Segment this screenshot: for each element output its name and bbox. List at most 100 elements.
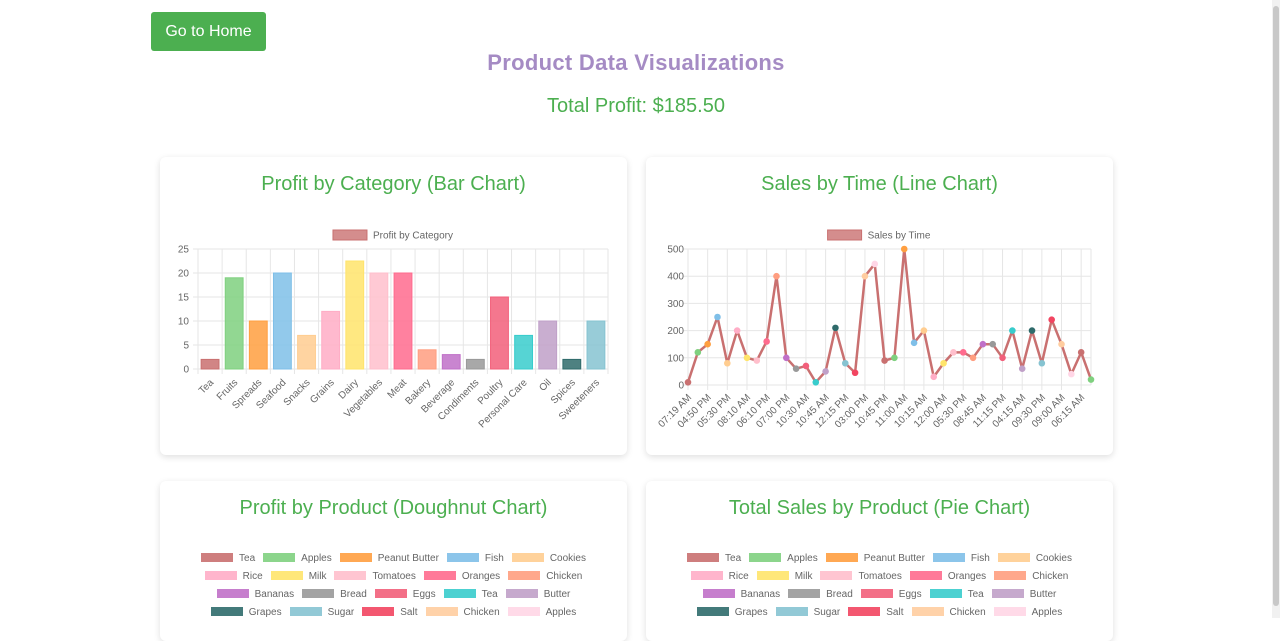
bar-grains (321, 310, 341, 370)
legend-label: Tomatoes (372, 571, 416, 582)
legend-item-cookies[interactable]: Cookies (997, 553, 1072, 564)
legend-item-rice[interactable]: Rice (690, 571, 749, 582)
sales-point (743, 354, 751, 362)
legend-item-bananas[interactable]: Bananas (216, 589, 295, 600)
go-to-home-button[interactable]: Go to Home (151, 12, 266, 51)
legend-item-sugar[interactable]: Sugar (289, 607, 354, 618)
doughnut-chart-card: Profit by Product (Doughnut Chart) Tea Ap… (160, 481, 627, 641)
legend-swatch (702, 589, 735, 598)
legend-label: Eggs (898, 589, 922, 600)
sales-point (881, 357, 888, 364)
legend-swatch (911, 607, 944, 616)
legend-item-milk[interactable]: Milk (756, 571, 812, 582)
sales-point (792, 365, 800, 372)
bar-snacks (297, 334, 316, 370)
legend-item-grapes[interactable]: Grapes (696, 607, 768, 618)
legend-item-chicken[interactable]: Chicken (994, 571, 1068, 582)
legend-item-chicken[interactable]: Chicken (911, 607, 986, 618)
legend-swatch (997, 553, 1030, 562)
bar-poultry (490, 296, 509, 370)
bar-vegetables (369, 272, 389, 370)
legend-item-tomatoes[interactable]: Tomatoes (334, 571, 416, 582)
legend-swatch (991, 589, 1024, 598)
legend-item-chicken[interactable]: Chicken (425, 607, 500, 618)
sales-point (1068, 370, 1075, 378)
legend-swatch (788, 589, 821, 598)
sales-point (900, 245, 908, 253)
bar-chart-card: Profit by Category (Bar Chart) Profit by… (160, 157, 627, 455)
legend-item-rice[interactable]: Rice (204, 571, 263, 582)
legend-item-peanut-butter[interactable]: Peanut Butter (825, 553, 925, 564)
legend-item-salt[interactable]: Salt (362, 607, 418, 618)
bar-sweeteners (586, 320, 606, 370)
legend-item-oranges[interactable]: Oranges (423, 571, 501, 582)
legend-item-apples[interactable]: Apples (749, 553, 818, 564)
legend-label: Cookies (549, 553, 586, 564)
legend-swatch (860, 589, 893, 598)
legend-item-tea[interactable]: Tea (201, 553, 255, 564)
legend-item-fish[interactable]: Fish (932, 553, 990, 564)
legend-label: Chicken (949, 607, 986, 618)
bar-chart-title: Profit by Category (Bar Chart) (261, 173, 526, 195)
scrollbar-thumb[interactable] (1273, 6, 1279, 606)
legend-item-eggs[interactable]: Eggs (374, 589, 436, 600)
legend-label: Apples (301, 553, 332, 564)
legend-item-milk[interactable]: Milk (270, 571, 327, 582)
bar-meat (393, 272, 413, 370)
legend-item-apples[interactable]: Apples (507, 607, 576, 618)
legend-swatch (339, 553, 372, 562)
legend-item-tea[interactable]: Tea (929, 589, 984, 600)
bar-xtick: Oil (537, 377, 553, 393)
bar-spreads (248, 320, 268, 370)
legend-item-peanut-butter[interactable]: Peanut Butter (339, 553, 439, 564)
legend-item-sugar[interactable]: Sugar (775, 607, 840, 618)
legend-item-tea[interactable]: Tea (687, 553, 741, 564)
legend-label: Chicken (1032, 571, 1069, 582)
bar-bakery (417, 349, 437, 370)
legend-item-bread[interactable]: Bread (788, 589, 853, 600)
legend-label: Grapes (734, 607, 768, 618)
legend-item-oranges[interactable]: Oranges (909, 571, 986, 582)
legend-label: Milk (308, 571, 327, 582)
legend-label: Tea (239, 553, 256, 564)
legend-item-bread[interactable]: Bread (302, 589, 367, 600)
legend-swatch (210, 607, 243, 616)
line-ytick: 100 (667, 353, 684, 364)
legend-item-grapes[interactable]: Grapes (210, 607, 282, 618)
bar-xtick: Snacks (282, 377, 313, 408)
legend-item-tomatoes[interactable]: Tomatoes (820, 571, 902, 582)
legend-item-apples[interactable]: Apples (263, 553, 332, 564)
sales-point (910, 339, 918, 347)
legend-label: Fish (970, 553, 990, 564)
legend-item-apples[interactable]: Apples (993, 607, 1062, 618)
legend-item-bananas[interactable]: Bananas (702, 589, 780, 600)
bar-legend-swatch (332, 229, 368, 241)
page-scrollbar[interactable] (1272, 0, 1280, 618)
sales-point (773, 272, 780, 280)
legend-swatch (820, 571, 853, 580)
line-ytick: 400 (667, 272, 684, 283)
legend-swatch (505, 589, 538, 598)
sales-point (694, 349, 702, 356)
legend-label: Chicken (546, 571, 583, 582)
legend-label: Apples (787, 553, 818, 564)
bar-spices (562, 358, 582, 370)
legend-item-eggs[interactable]: Eggs (860, 589, 922, 600)
legend-item-cookies[interactable]: Cookies (511, 553, 586, 564)
bar-condiments (465, 358, 485, 370)
legend-item-salt[interactable]: Salt (848, 607, 904, 618)
legend-item-fish[interactable]: Fish (446, 553, 504, 564)
legend-label: Peanut Butter (863, 553, 925, 564)
line-ytick: 0 (678, 381, 684, 392)
legend-item-chicken[interactable]: Chicken (508, 571, 582, 582)
legend-item-tea[interactable]: Tea (443, 589, 498, 600)
legend-label: Oranges (461, 571, 501, 582)
sales-point (1018, 365, 1026, 372)
legend-swatch (994, 571, 1027, 580)
legend-item-butter[interactable]: Butter (991, 589, 1056, 600)
legend-item-butter[interactable]: Butter (505, 589, 570, 600)
line-ytick: 200 (667, 326, 684, 337)
legend-label: Bananas (254, 589, 295, 600)
bar-personal-care (514, 334, 534, 370)
